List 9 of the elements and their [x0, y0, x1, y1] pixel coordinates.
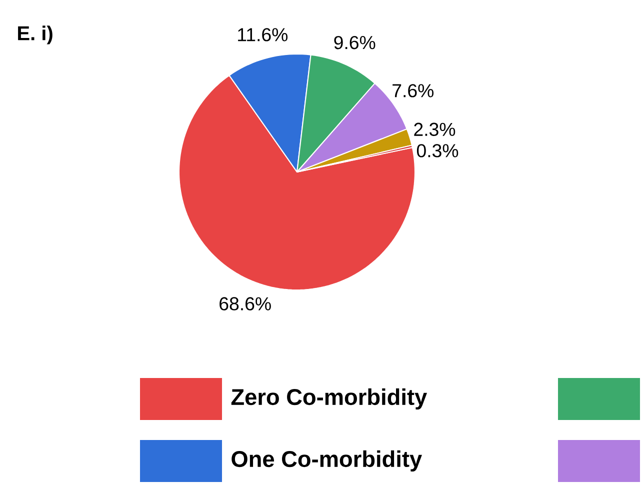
- data-label: 11.6%: [238, 28, 288, 42]
- data-label: 0.3%: [416, 144, 458, 158]
- data-label: 2.3%: [414, 122, 456, 136]
- data-label: 68.6%: [220, 297, 271, 310]
- legend-label: Zero Co-morbidity: [231, 388, 428, 410]
- legend-label: One Co-morbidity: [232, 450, 422, 472]
- data-label: 9.6%: [334, 36, 376, 50]
- data-label: 7.6%: [392, 84, 434, 98]
- chart-title: E. i): [18, 26, 52, 44]
